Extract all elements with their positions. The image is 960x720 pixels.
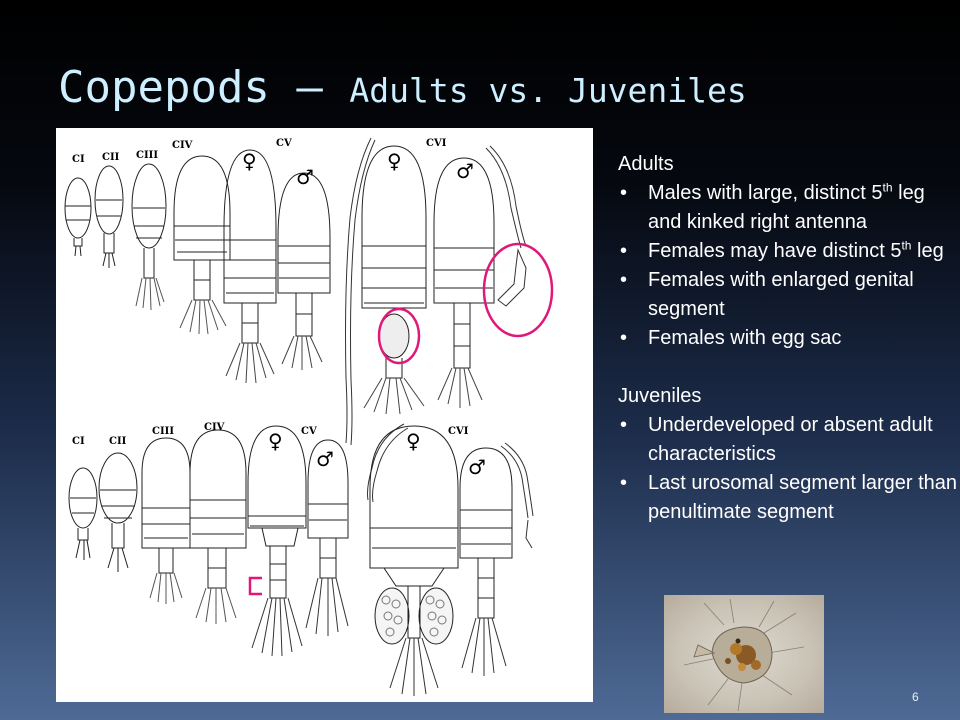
bottom-cv-female-body [247, 425, 307, 529]
top-label-cii: CII [102, 152, 120, 163]
juveniles-bullet-2: Last urosomal segment larger than penult… [618, 469, 960, 527]
bottom-label-cv: CV [301, 426, 317, 437]
adults-bullet-1-rest: leg and kinked right antenna [648, 182, 925, 233]
adults-bullet-2-rest: leg [911, 240, 944, 262]
top-cvi-female-body [361, 145, 427, 309]
slide-title: Copepods – Adults vs. Juveniles [58, 62, 747, 113]
title-separator: – [269, 62, 350, 113]
nauplius-micrograph [664, 595, 824, 713]
adults-bullet-3: Females with enlarged genital segment [618, 266, 960, 324]
copepod-stages-figure: CI CII CIII CIV CV CVI ♀ ♂ ♀ ♂ CI CII CI… [56, 128, 593, 702]
bottom-label-civ: CIV [204, 422, 225, 433]
bottom-cvi-male-symbol: ♂ [468, 455, 486, 479]
top-label-cv: CV [276, 138, 292, 149]
top-cv-female-symbol: ♀ [242, 149, 257, 173]
top-ci-body [64, 177, 92, 239]
adults-bullet-1: Males with large, distinct 5th leg and k… [618, 179, 960, 237]
juveniles-heading: Juveniles [618, 385, 702, 407]
section-gap [618, 353, 960, 382]
top-civ-body [173, 155, 231, 261]
adults-bullet-2: Females may have distinct 5th leg [618, 237, 960, 266]
top-cvi-female-symbol: ♀ [387, 149, 402, 173]
bottom-cii-body [98, 452, 138, 524]
bottom-label-cii: CII [109, 436, 127, 447]
top-cii-body [94, 165, 124, 235]
page-number: 6 [912, 690, 919, 704]
top-cv-female-body [223, 149, 277, 304]
bottom-label-ci: CI [72, 436, 85, 447]
top-label-ci: CI [72, 154, 85, 165]
adults-list: Males with large, distinct 5th leg and k… [618, 179, 960, 353]
bottom-cv-female-symbol: ♀ [268, 429, 283, 453]
title-main: Copepods [58, 62, 270, 113]
top-cvi-male-symbol: ♂ [456, 159, 474, 183]
bottom-cvi-female-symbol: ♀ [406, 429, 421, 453]
male-antenna-highlight [482, 242, 554, 338]
bottom-civ-body [189, 429, 247, 549]
top-ciii-body [131, 163, 167, 249]
top-label-cvi: CVI [426, 138, 447, 149]
juveniles-list: Underdeveloped or absent adult character… [618, 411, 960, 527]
adults-bullet-1-text: Males with large, distinct 5 [648, 182, 883, 204]
adults-heading: Adults [618, 153, 674, 175]
description-panel: Adults Males with large, distinct 5th le… [618, 150, 960, 527]
top-cvi-male-body [433, 157, 495, 304]
bottom-cvi-female-body [369, 425, 459, 569]
bottom-label-cvi: CVI [448, 426, 469, 437]
adults-bullet-2-sup: th [901, 238, 912, 253]
top-cv-male-body [277, 172, 331, 294]
bottom-ciii-body [141, 437, 191, 549]
copepod-drawing: CI CII CIII CIV CV CVI ♀ ♂ ♀ ♂ CI CII CI… [64, 137, 554, 696]
genital-segment-highlight [377, 307, 421, 365]
adults-bullet-4: Females with egg sac [618, 324, 960, 353]
top-label-civ: CIV [172, 140, 193, 151]
adults-bullet-2-text: Females may have distinct 5 [648, 240, 902, 262]
adults-bullet-1-sup: th [882, 180, 893, 195]
bottom-ci-body [68, 467, 98, 529]
top-cv-male-symbol: ♂ [296, 165, 314, 189]
bottom-label-ciii: CIII [152, 426, 174, 437]
top-label-ciii: CIII [136, 150, 158, 161]
bottom-cv-male-body [307, 439, 349, 539]
urosome-bracket-highlight [248, 576, 262, 596]
bottom-cvi-male-body [459, 447, 513, 559]
bottom-cv-male-symbol: ♂ [316, 447, 334, 471]
title-subtitle: Adults vs. Juveniles [349, 71, 747, 110]
juveniles-bullet-1: Underdeveloped or absent adult character… [618, 411, 960, 469]
nauplius-drawing [683, 598, 805, 712]
